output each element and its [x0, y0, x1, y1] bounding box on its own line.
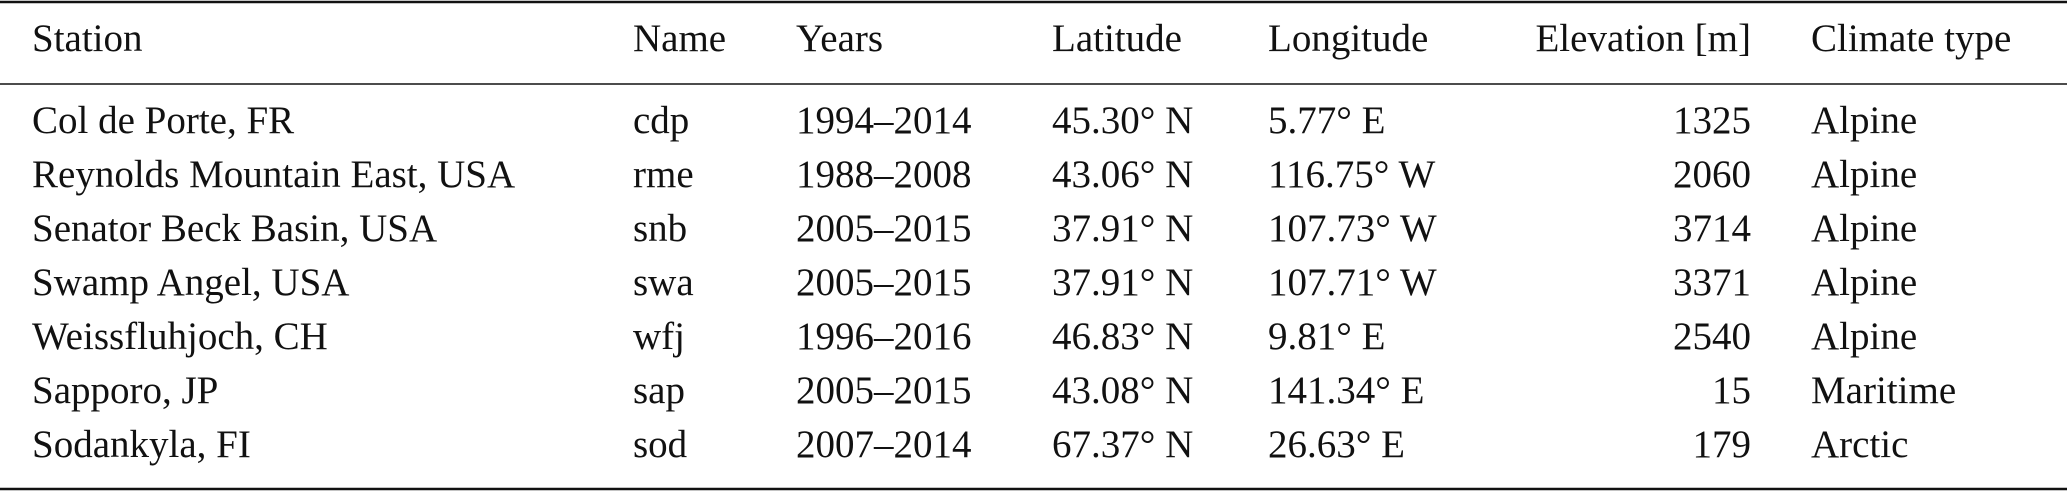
header-cell: Years [796, 17, 883, 60]
cell: Arctic [1811, 423, 1908, 466]
cell: 26.63° E [1268, 423, 1405, 466]
cell: 141.34° E [1268, 369, 1424, 412]
cell: 46.83° N [1052, 315, 1193, 358]
cell: 3371 [1673, 261, 1751, 304]
cell: 43.08° N [1052, 369, 1193, 412]
cell: 2005–2015 [796, 369, 972, 412]
cell: 2060 [1673, 153, 1751, 196]
cell: Sapporo, JP [32, 369, 218, 412]
cell: 116.75° W [1268, 153, 1435, 196]
cell: 179 [1693, 423, 1752, 466]
cell: Alpine [1811, 99, 1917, 142]
cell: rme [633, 153, 694, 196]
header-cell: Climate type [1811, 17, 2011, 60]
cell: 107.71° W [1268, 261, 1437, 304]
cell: 2007–2014 [796, 423, 972, 466]
cell: Maritime [1811, 369, 1956, 412]
cell: Reynolds Mountain East, USA [32, 153, 515, 196]
header-cell: Station [32, 17, 143, 60]
cell: sod [633, 423, 688, 466]
cell: Weissfluhjoch, CH [32, 315, 328, 358]
cell: 1996–2016 [796, 315, 972, 358]
cell: Alpine [1811, 207, 1917, 250]
cell: Alpine [1811, 153, 1917, 196]
header-cell: Latitude [1052, 17, 1182, 60]
cell: 9.81° E [1268, 315, 1385, 358]
cell: Senator Beck Basin, USA [32, 207, 437, 250]
cell: 43.06° N [1052, 153, 1193, 196]
cell: 67.37° N [1052, 423, 1193, 466]
cell: snb [633, 207, 687, 250]
cell: 1994–2014 [796, 99, 972, 142]
cell: 37.91° N [1052, 261, 1193, 304]
cell: 1325 [1673, 99, 1751, 142]
cell: Swamp Angel, USA [32, 261, 349, 304]
cell: 107.73° W [1268, 207, 1437, 250]
header-cell: Elevation [m] [1535, 17, 1751, 60]
cell: Sodankyla, FI [32, 423, 251, 466]
cell: 15 [1712, 369, 1751, 412]
cell: 2005–2015 [796, 207, 972, 250]
cell: sap [633, 369, 685, 412]
cell: 37.91° N [1052, 207, 1193, 250]
cell: wfj [633, 315, 685, 358]
cell: 3714 [1673, 207, 1751, 250]
cell: 1988–2008 [796, 153, 972, 196]
cell: swa [633, 261, 694, 304]
cell: Col de Porte, FR [32, 99, 294, 142]
cell: 45.30° N [1052, 99, 1193, 142]
cell: cdp [633, 99, 689, 142]
cell: Alpine [1811, 315, 1917, 358]
cell: 5.77° E [1268, 99, 1385, 142]
cell: Alpine [1811, 261, 1917, 304]
cell: 2540 [1673, 315, 1751, 358]
header-cell: Name [633, 17, 726, 60]
header-cell: Longitude [1268, 17, 1428, 60]
cell: 2005–2015 [796, 261, 972, 304]
